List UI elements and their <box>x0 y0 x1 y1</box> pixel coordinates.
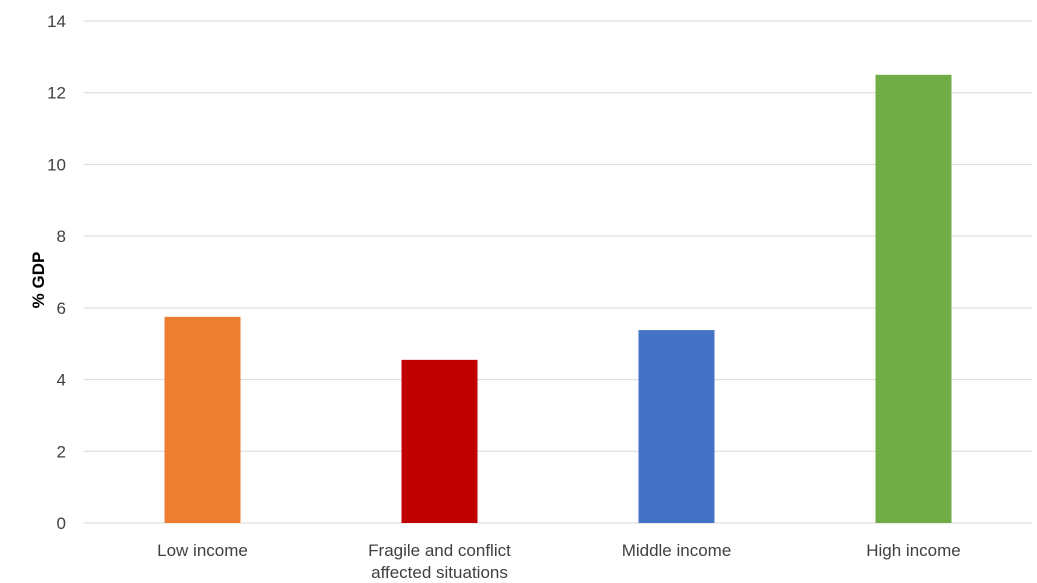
x-category-label-line: affected situations <box>371 563 508 582</box>
y-tick-label: 8 <box>57 227 66 246</box>
x-category-label: Fragile and conflict affected situations <box>368 541 511 582</box>
x-category-label: Middle income <box>622 541 732 560</box>
gridlines <box>84 20 1032 524</box>
x-category-label-line: Middle income <box>622 541 732 560</box>
x-category-label: Low income <box>157 541 248 560</box>
y-tick-label: 6 <box>57 299 66 318</box>
y-tick-label: 0 <box>57 514 66 533</box>
x-category-label: High income <box>866 541 961 560</box>
y-tick-label: 2 <box>57 442 66 461</box>
y-tick-labels: 0 2 4 6 8 10 12 14 <box>47 12 66 533</box>
y-tick-label: 14 <box>47 12 66 31</box>
y-tick-label: 4 <box>57 371 66 390</box>
y-tick-label: 10 <box>47 155 66 174</box>
bar <box>164 316 241 523</box>
bar <box>875 74 952 524</box>
bar <box>638 330 715 523</box>
y-axis-label: % GDP <box>29 252 48 309</box>
y-tick-label: 12 <box>47 84 66 103</box>
x-category-label-line: High income <box>866 541 961 560</box>
x-category-labels: Low income Fragile and conflict affected s… <box>157 541 961 582</box>
x-category-label-line: Low income <box>157 541 248 560</box>
bars <box>164 74 952 524</box>
x-category-label-line: Fragile and conflict <box>368 541 511 560</box>
bar <box>401 359 478 523</box>
